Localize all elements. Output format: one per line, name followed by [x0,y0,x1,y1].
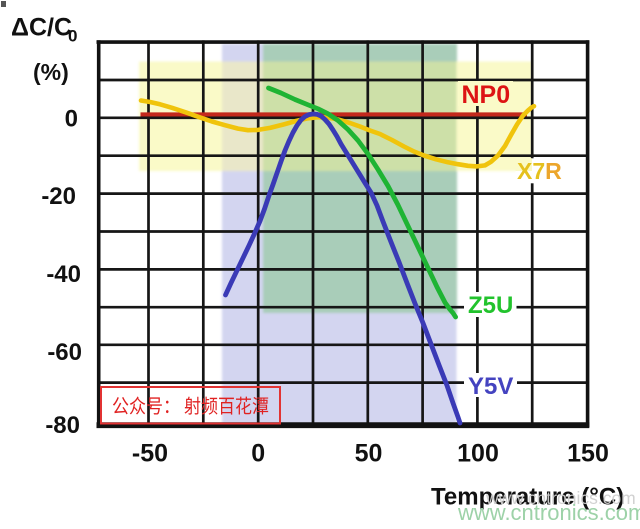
svg-text:www.cntronics.com: www.cntronics.com [457,500,640,524]
svg-text:0: 0 [65,106,78,133]
svg-text:0: 0 [251,440,265,468]
svg-text:X7R: X7R [517,158,562,184]
svg-text:-60: -60 [47,339,82,366]
svg-text:-40: -40 [46,261,81,288]
svg-text:(%): (%) [33,59,69,85]
svg-text:Y5V: Y5V [468,373,513,400]
svg-text:-20: -20 [41,183,76,210]
svg-text:www.cntronics.com: www.cntronics.com [485,488,636,508]
svg-text:ΔC/C: ΔC/C [11,14,72,42]
svg-text:NP0: NP0 [462,81,511,109]
svg-text:100: 100 [457,440,499,468]
svg-text:0: 0 [68,27,77,46]
svg-text:Z5U: Z5U [468,292,513,319]
svg-text:-50: -50 [132,440,168,468]
svg-text:-80: -80 [45,412,80,439]
svg-text:Temperature (°C): Temperature (°C) [431,484,624,511]
svg-text:150: 150 [567,440,609,468]
svg-text:50: 50 [355,440,383,468]
